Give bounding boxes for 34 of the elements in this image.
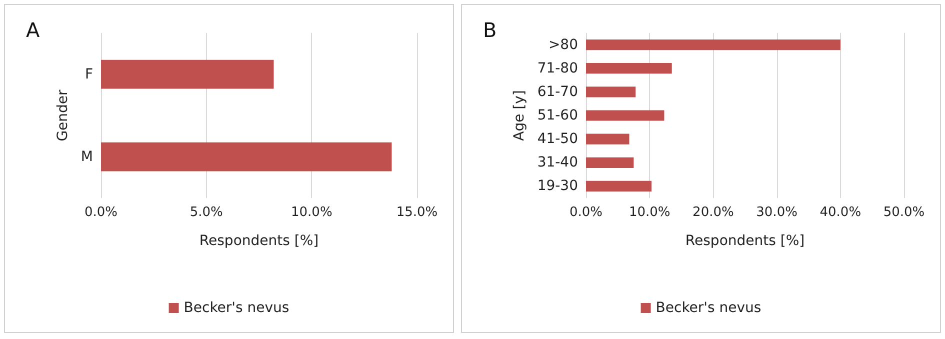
x-tick-label: 40.0% <box>820 205 862 220</box>
bar <box>586 63 672 74</box>
bar <box>586 110 664 121</box>
x-axis-title: Respondents [%] <box>685 233 805 249</box>
y-tick-label: 61-70 <box>537 84 578 100</box>
x-tick-label: 50.0% <box>883 205 925 220</box>
y-axis-title: Gender <box>55 89 72 142</box>
y-tick-label: 31-40 <box>537 154 578 171</box>
y-axis-title: Age [y] <box>511 90 528 141</box>
x-tick-label: 5.0% <box>190 205 223 220</box>
x-tick-label: 15.0% <box>396 205 438 220</box>
x-tick-label: 20.0% <box>692 205 734 220</box>
legend-label: Becker's nevus <box>656 300 762 316</box>
bar <box>586 134 630 144</box>
y-tick-label: 41-50 <box>537 131 578 148</box>
x-tick-label: 0.0% <box>569 205 603 220</box>
bar <box>586 157 634 168</box>
chart-title: B <box>483 18 497 42</box>
y-tick-label: 19-30 <box>537 178 578 194</box>
bar <box>586 86 636 98</box>
x-tick-label: 30.0% <box>756 205 798 220</box>
x-tick-label: 0.0% <box>84 205 118 220</box>
x-tick-label: 10.0% <box>628 205 670 220</box>
y-tick-label: >80 <box>548 36 578 53</box>
y-tick-label: 51-60 <box>537 108 578 124</box>
x-axis-title: Respondents [%] <box>199 233 319 249</box>
bar <box>586 180 652 192</box>
legend-label: Becker's nevus <box>184 300 290 316</box>
y-tick-label: 71-80 <box>537 60 578 76</box>
chart-title: A <box>26 18 40 42</box>
y-tick-label: F <box>84 66 93 82</box>
bar <box>586 39 840 50</box>
x-tick-label: 10.0% <box>291 205 332 220</box>
y-tick-label: M <box>80 148 93 165</box>
